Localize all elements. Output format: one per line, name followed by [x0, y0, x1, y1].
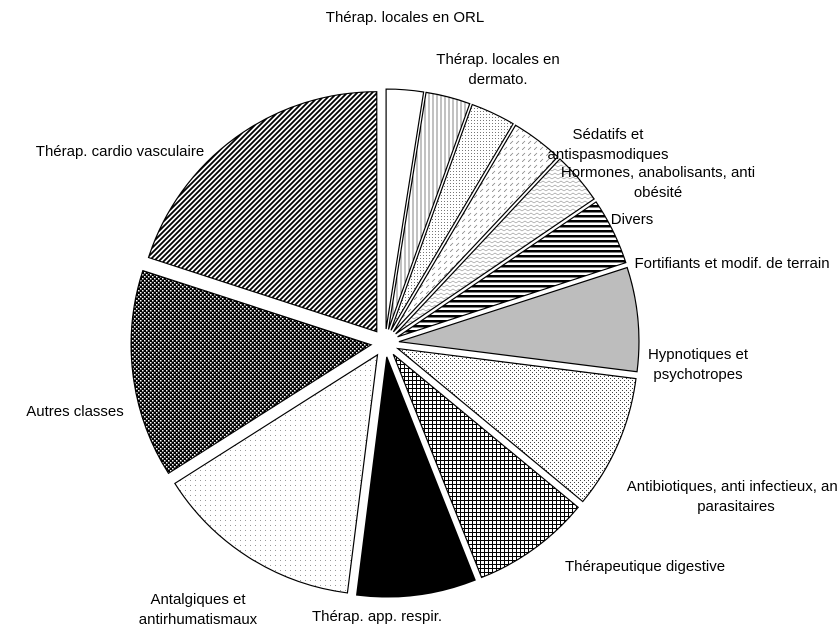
pie-slice	[395, 347, 637, 503]
pie-slice	[147, 91, 378, 333]
slice-label: Thérapeutique digestive	[564, 558, 726, 575]
slice-label: Antalgiques et antirhumatismaux	[138, 591, 258, 628]
pie-slice	[392, 353, 579, 579]
slice-label: Thérap. locales en dermato.	[436, 51, 560, 88]
slice-label: Autres classes	[26, 403, 124, 420]
slice-label: Antibiotiques, anti infectieux, anti par…	[626, 478, 838, 515]
slice-label: Fortifiants et modif. de terrain	[634, 255, 830, 272]
pie-slice	[392, 124, 559, 333]
pie-slice	[390, 103, 514, 331]
slice-label: Hormones, anabolisants, anti obésité	[560, 164, 756, 201]
pie-slice	[356, 356, 476, 598]
slice-label: Thérap. cardio vasculaire	[35, 143, 205, 160]
pie-slice	[387, 91, 471, 330]
pie-slice	[395, 158, 595, 335]
pie-slice	[398, 266, 640, 373]
slice-label: Thérap. app. respir.	[311, 608, 443, 625]
slice-label: Thérap. locales en ORL	[325, 9, 485, 26]
pie-slice	[130, 269, 373, 475]
slice-label: Divers	[610, 211, 654, 228]
slice-label: Sédatifs et antispasmodiques	[547, 126, 669, 163]
pie-slice	[397, 201, 627, 338]
pie-slice	[174, 353, 379, 594]
pie-slice	[385, 88, 425, 330]
slice-label: Hypnotiques et psychotropes	[647, 346, 749, 383]
